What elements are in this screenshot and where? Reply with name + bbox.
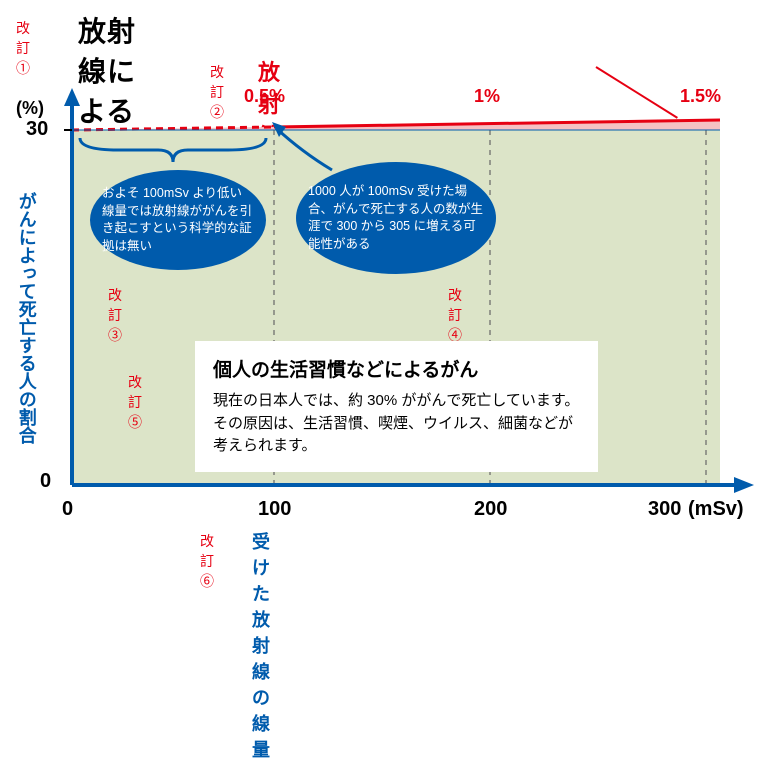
x-axis-unit: (mSv) — [688, 498, 744, 521]
brace-low-dose — [78, 136, 268, 166]
x-tick-0: 0 — [62, 498, 73, 521]
x-tick-300: 300 — [648, 498, 681, 521]
callout-text-1: およそ 100mSv より低い線量では放射線ががんを引き起こすという科学的な証拠… — [102, 185, 254, 255]
x-tick-200: 200 — [474, 498, 507, 521]
x-tick-100: 100 — [258, 498, 291, 521]
rev-badge-4: 改訂④ — [448, 285, 462, 345]
callout-text-2: 1000 人が 100mSv 受けた場合、がんで死亡する人の数が生涯で 300 … — [308, 183, 484, 253]
infobox-body: 現在の日本人では、約 30% ががんで死亡しています。その原因は、生活習慣、喫煙… — [213, 390, 580, 458]
infobox-title: 個人の生活習慣などによるがん — [213, 355, 580, 382]
callout-bubble-100msv: 1000 人が 100mSv 受けた場合、がんで死亡する人の数が生涯で 300 … — [296, 162, 496, 274]
rev-badge-6: 改訂⑥ — [200, 531, 214, 591]
callout-bubble-low-dose: およそ 100mSv より低い線量では放射線ががんを引き起こすという科学的な証拠… — [90, 170, 266, 270]
y-axis-unit: (%) — [16, 98, 44, 119]
rev-badge-1: 改訂① — [16, 18, 30, 78]
y-axis-label-text: がんによって死亡する人の割合 — [16, 158, 36, 478]
y-axis-label: がんによって死亡する人の割合 — [16, 158, 38, 478]
y-tick-0: 0 — [40, 470, 51, 493]
excess-marker-2: 1.5% — [680, 86, 721, 107]
lifestyle-cancer-infobox: 個人の生活習慣などによるがん 現在の日本人では、約 30% ががんで死亡していま… — [195, 341, 598, 472]
rev-badge-2: 改訂② — [210, 62, 224, 122]
rev-badge-3: 改訂③ — [108, 285, 122, 345]
rev-badge-5: 改訂⑤ — [128, 372, 142, 432]
excess-marker-1: 1% — [474, 86, 500, 107]
x-axis-label: 受けた放射線の線量 — [252, 528, 270, 762]
excess-marker-0: 0.5% — [244, 86, 285, 107]
y-tick-30: 30 — [26, 118, 48, 141]
subtitle-pointer-line — [595, 66, 677, 119]
